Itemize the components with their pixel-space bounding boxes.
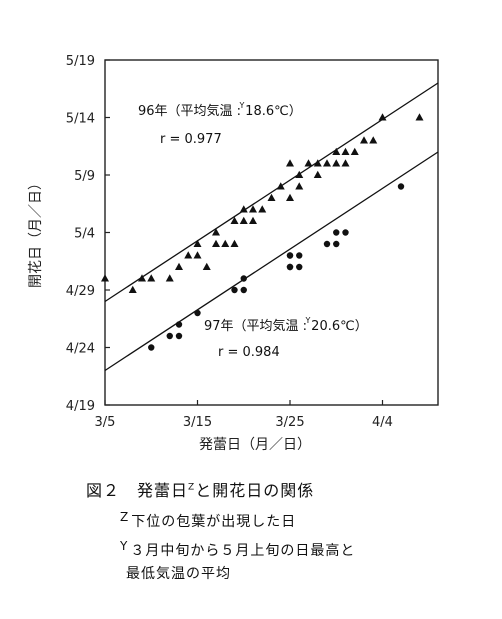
correlation-label: r = 0.977 — [160, 132, 222, 147]
data-point-triangle — [313, 170, 322, 178]
data-point-triangle — [175, 262, 183, 270]
data-point-triangle — [249, 205, 257, 213]
footnote-z-mark: Z — [120, 510, 130, 524]
data-point-triangle — [267, 193, 276, 201]
data-point-circle — [333, 240, 340, 248]
data-point-circle — [166, 332, 173, 340]
data-point-triangle — [350, 147, 359, 155]
data-point-triangle — [415, 113, 424, 121]
footnote-y-cont-text: 最低気温の平均 — [126, 566, 231, 582]
data-point-triangle — [286, 193, 294, 201]
data-point-circle — [342, 229, 349, 236]
data-point-triangle — [230, 239, 239, 247]
scatter-chart: 3/5 3/15 3/25 4/4 5/19 5/14 5/9 5/4 4/29 4/24 4/19… — [28, 54, 439, 453]
x-tick-label: 3/5 — [95, 415, 116, 430]
data-point-triangle — [369, 136, 378, 144]
data-point-triangle — [221, 239, 230, 247]
data-point-triangle — [313, 159, 322, 167]
footnote-y-cont: 最低気温の平均 — [126, 563, 231, 583]
data-point-triangle — [341, 147, 350, 155]
data-point-triangle — [239, 216, 248, 224]
data-point-triangle — [193, 239, 202, 247]
y-tick-label: 4/24 — [66, 342, 95, 357]
data-point-circle — [148, 344, 155, 351]
data-point-circle — [397, 183, 405, 190]
data-point-triangle — [230, 216, 239, 224]
data-point-triangle — [202, 262, 211, 270]
data-point-triangle — [295, 170, 304, 178]
footnote-z: Z 下位の包葉が出現した日 — [120, 510, 297, 531]
regression-line — [104, 151, 439, 372]
x-axis-label: 発蕾日（月／日） — [199, 437, 311, 453]
data-point-triangle — [332, 159, 341, 167]
caption-title-post: と開花日の関係 — [195, 481, 315, 500]
data-point-circle — [194, 309, 201, 317]
figure-caption: 図２ 発蕾日Zと開花日の関係 — [86, 477, 314, 501]
data-point-triangle — [212, 228, 220, 236]
x-tick-label: 4/4 — [372, 415, 393, 430]
data-point-triangle — [341, 159, 350, 167]
data-point-circle — [296, 252, 303, 259]
data-point-triangle — [258, 205, 267, 213]
y-tick-label: 5/9 — [74, 169, 95, 184]
data-point-triangle — [304, 159, 313, 167]
data-point-circle — [175, 332, 183, 340]
data-point-triangle — [332, 147, 341, 155]
data-point-circle — [296, 263, 303, 271]
caption-sup: Z — [188, 482, 196, 493]
data-point-triangle — [239, 205, 248, 213]
y-tick-label: 5/19 — [66, 54, 95, 69]
y-axis-label: 開花日（月／日） — [28, 176, 44, 288]
data-point-triangle — [249, 216, 257, 224]
data-point-triangle — [295, 182, 304, 190]
data-point-triangle — [165, 274, 174, 282]
data-point-triangle — [184, 251, 193, 259]
data-point-circle — [333, 229, 340, 236]
data-point-circle — [231, 286, 238, 294]
series-label: 97年（平均気温 : 20.6℃） — [204, 318, 368, 334]
data-point-triangle — [128, 285, 137, 293]
data-point-triangle — [147, 274, 156, 282]
data-point-triangle — [360, 136, 368, 144]
caption-title-pre: 図２ 発蕾日 — [86, 481, 189, 500]
series-label: 96年（平均気温 : 18.6℃） — [138, 103, 302, 119]
y-tick-label: 4/29 — [66, 284, 95, 299]
data-point-triangle — [323, 159, 331, 167]
data-point-triangle — [378, 113, 387, 121]
data-point-circle — [240, 275, 247, 282]
data-point-circle — [323, 240, 331, 248]
series-label-sup: Y — [239, 101, 245, 110]
data-point-triangle — [286, 159, 294, 167]
data-point-triangle — [138, 274, 146, 282]
data-point-circle — [286, 263, 294, 271]
data-point-triangle — [276, 182, 285, 190]
data-point-triangle — [101, 274, 109, 282]
data-point-triangle — [212, 239, 220, 247]
footnote-y-mark: Y — [120, 539, 129, 553]
data-point-triangle — [193, 251, 202, 259]
correlation-label: r = 0.984 — [218, 345, 280, 360]
x-tick-label: 3/25 — [275, 415, 304, 430]
footnote-y-text: ３月中旬から５月上旬の日最高と — [130, 543, 356, 559]
data-point-circle — [175, 321, 183, 328]
footnote-y: Y ３月中旬から５月上旬の日最高と — [120, 539, 356, 560]
data-point-circle — [240, 286, 247, 294]
x-tick-label: 3/15 — [183, 415, 212, 430]
footnote-z-text: 下位の包葉が出現した日 — [131, 514, 297, 530]
y-tick-label: 5/4 — [74, 227, 95, 242]
y-tick-label: 4/19 — [66, 399, 95, 414]
series-label-sup: Y — [305, 316, 311, 325]
data-point-circle — [286, 252, 294, 259]
y-tick-label: 5/14 — [66, 112, 95, 127]
